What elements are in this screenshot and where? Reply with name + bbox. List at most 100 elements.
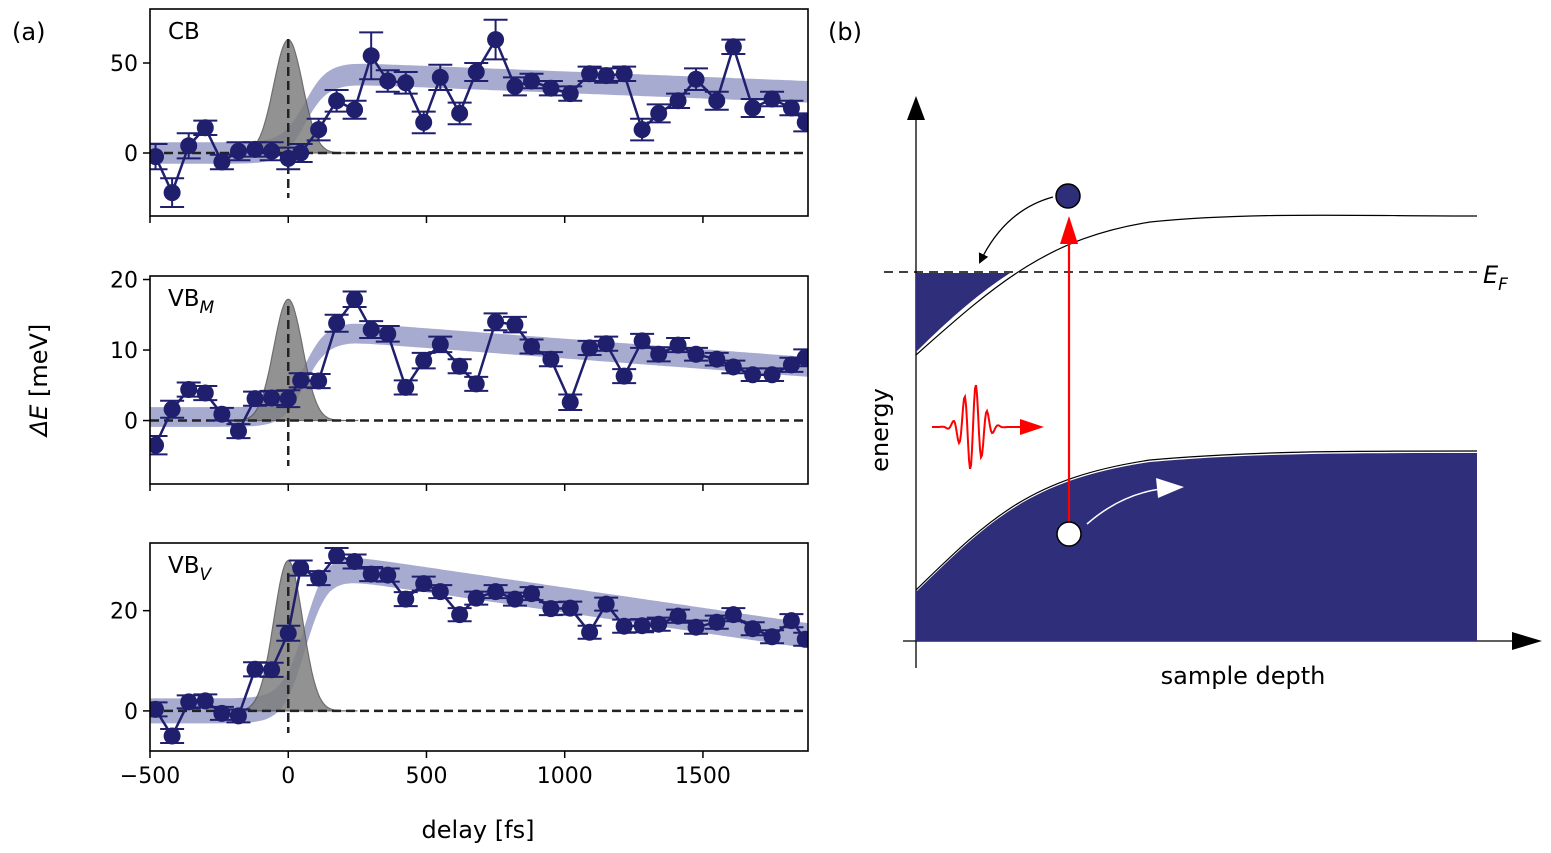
data-point — [523, 585, 541, 603]
data-point — [506, 590, 524, 608]
data-point — [246, 140, 264, 158]
energy-axis-label: energy — [866, 388, 894, 472]
data-point — [180, 693, 198, 711]
data-point — [796, 349, 808, 367]
data-point — [724, 606, 742, 624]
data-point — [597, 595, 615, 613]
data-point — [763, 366, 781, 384]
fermi-level-symbol: E — [1483, 261, 1499, 289]
data-point — [292, 144, 310, 162]
fit-band — [150, 323, 808, 427]
data-point — [597, 67, 615, 85]
data-point — [597, 335, 615, 353]
data-point — [669, 607, 687, 625]
data-point — [415, 575, 433, 593]
data-point — [431, 583, 449, 601]
valence-band-edge — [915, 450, 1478, 591]
data-point — [397, 590, 415, 608]
band-diagram: energy sample depth EF — [866, 96, 1542, 690]
x-axis-label: delay [fs] — [422, 816, 535, 844]
y-tick-label: 0 — [124, 142, 138, 167]
hole-marker — [1056, 521, 1082, 547]
data-point — [615, 617, 633, 635]
electron-drift-arrow — [978, 196, 1054, 264]
data-point — [487, 313, 505, 331]
axes-frame — [149, 542, 809, 752]
data-point — [328, 92, 346, 110]
plot-area — [150, 290, 808, 466]
series-label-sub: M — [200, 298, 215, 318]
data-point — [196, 119, 214, 137]
data-point — [213, 153, 231, 171]
data-point — [397, 378, 415, 396]
depth-axis-label: sample depth — [1161, 662, 1326, 690]
data-point — [229, 422, 247, 440]
conduction-band-edge — [915, 214, 1478, 356]
x-tick-label: 0 — [281, 764, 295, 789]
data-point — [310, 121, 328, 139]
data-point — [542, 600, 560, 618]
chart-panel-2: 0 10 20 VBM — [110, 269, 809, 491]
x-tick-label: 1500 — [675, 764, 731, 789]
data-point — [451, 104, 469, 122]
data-point — [687, 345, 705, 363]
data-point — [150, 148, 165, 166]
electron-marker — [1055, 183, 1081, 209]
fermi-level-subscript: F — [1498, 275, 1508, 295]
data-point — [561, 599, 579, 617]
data-point — [150, 700, 165, 718]
y-tick-label: 20 — [110, 269, 138, 294]
axes-frame — [149, 275, 809, 485]
data-point — [196, 692, 214, 710]
data-point — [687, 618, 705, 636]
data-point — [650, 104, 668, 122]
chart-panel-1: 0 50 CB — [110, 8, 809, 223]
y-axis-label: ΔE [meV] — [25, 324, 53, 439]
data-point — [346, 290, 364, 308]
data-point — [246, 660, 264, 678]
data-point — [292, 371, 310, 389]
plot-area — [150, 18, 808, 208]
y-tick-label: 10 — [110, 339, 138, 364]
data-point — [542, 350, 560, 368]
energy-axis-arrowhead — [907, 96, 925, 120]
data-point — [669, 336, 687, 354]
series-label: VBV — [168, 553, 213, 585]
data-point — [310, 569, 328, 587]
data-point — [379, 566, 397, 584]
fit-band — [150, 63, 808, 164]
data-point — [506, 316, 524, 334]
data-point — [615, 367, 633, 385]
data-point — [279, 624, 297, 642]
y-tick-label: 0 — [124, 410, 138, 435]
data-point — [415, 113, 433, 131]
data-point — [561, 85, 579, 103]
data-point — [669, 92, 687, 110]
data-point — [763, 90, 781, 108]
data-point — [196, 384, 214, 402]
data-point — [362, 565, 380, 583]
data-point — [581, 623, 599, 641]
data-point — [467, 589, 485, 607]
excitation-arrowhead — [1060, 216, 1078, 244]
series-label-main: VB — [168, 553, 200, 579]
y-tick-label: 50 — [110, 52, 138, 77]
data-point — [328, 547, 346, 565]
data-point — [431, 68, 449, 86]
data-point — [310, 372, 328, 390]
data-point — [163, 727, 181, 745]
data-point — [744, 366, 762, 384]
data-point — [650, 345, 668, 363]
data-point — [782, 356, 800, 374]
series-label-main: CB — [168, 19, 200, 45]
data-point — [467, 375, 485, 393]
data-point — [796, 630, 808, 648]
data-point — [397, 74, 415, 92]
data-point — [744, 99, 762, 117]
data-point — [180, 137, 198, 155]
data-point — [346, 101, 364, 119]
data-point — [263, 389, 281, 407]
data-point — [180, 381, 198, 399]
